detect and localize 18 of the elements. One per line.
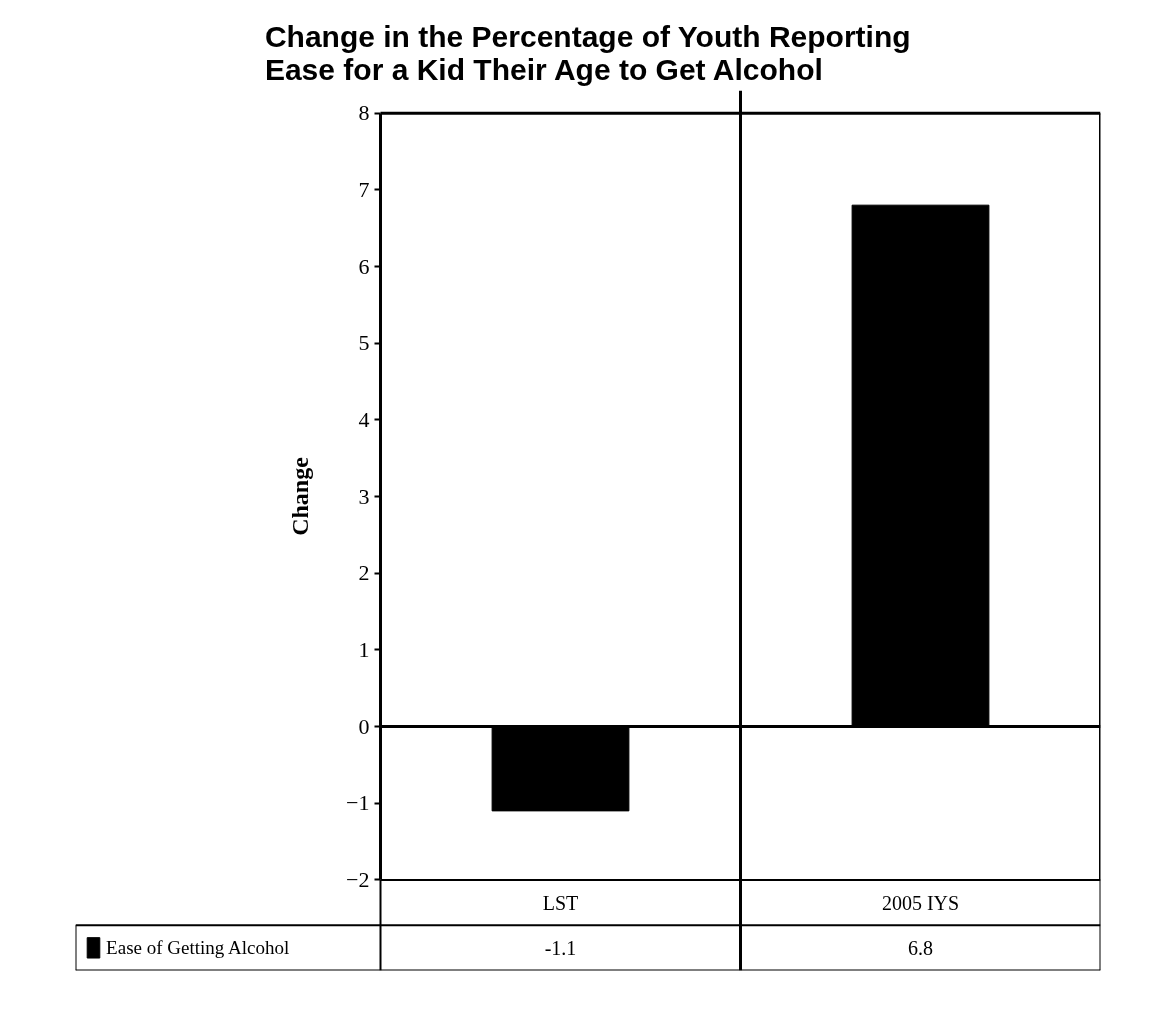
legend-label: Ease of Getting Alcohol	[106, 937, 290, 959]
chart-title: Change in the Percentage of Youth Reporting Ease for a Kid Their Age to Get Alcohol	[264, 19, 911, 86]
y-tick-label: −1	[346, 790, 370, 816]
x-tick-label: LST	[542, 891, 579, 914]
y-tick-label: 2	[358, 560, 370, 586]
y-tick-label: −2	[346, 866, 370, 892]
y-tick-label: 1	[358, 636, 370, 662]
y-tick-label: 7	[358, 176, 370, 202]
y-tick-label: 3	[358, 483, 370, 509]
x-tick-label: 2005 IYS	[881, 891, 960, 914]
y-axis-title: Change	[287, 456, 314, 536]
data-label: 6.8	[908, 936, 933, 959]
y-tick-label: 6	[358, 253, 370, 279]
data-label: -1.1	[544, 936, 577, 959]
y-tick-label: 0	[358, 713, 370, 739]
y-tick-label: 5	[358, 330, 370, 356]
y-tick-label: 4	[358, 406, 370, 432]
y-tick-label: 8	[358, 100, 370, 126]
